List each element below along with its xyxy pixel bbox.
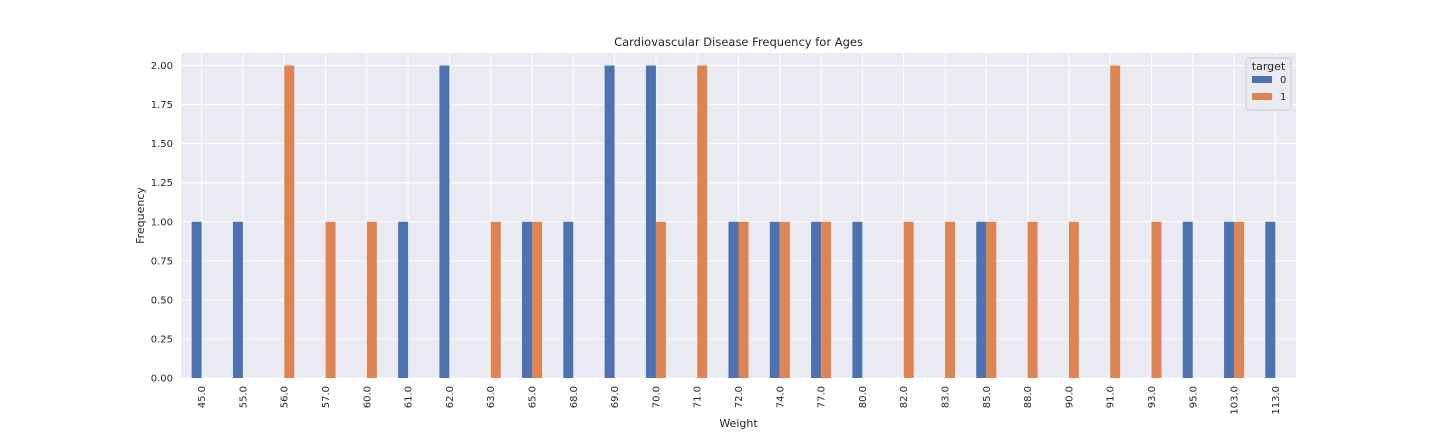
x-tick-label: 77.0	[817, 386, 828, 408]
bar-series-0	[1224, 221, 1235, 378]
bar-series-1	[697, 65, 708, 378]
x-axis-ticks: 45.0 55.0 56.0 57.0 60.0 61.0 62.0 63.0 65.0 68.0…	[197, 386, 1282, 415]
x-tick-label: 69.0	[610, 386, 621, 408]
bar-series-1	[532, 221, 543, 378]
bar-series-1	[284, 65, 295, 378]
x-tick-label: 82.0	[899, 386, 910, 408]
x-tick-label: 95.0	[1188, 386, 1199, 408]
bar-series-0	[1265, 221, 1276, 378]
bar-series-1	[325, 221, 336, 378]
x-tick-label: 57.0	[321, 386, 332, 408]
y-tick-label: 0.75	[151, 256, 173, 267]
bar-series-0	[728, 221, 739, 378]
bar-series-1	[903, 221, 914, 378]
x-tick-label: 62.0	[445, 386, 456, 408]
x-tick-label: 71.0	[693, 386, 704, 408]
bar-series-1	[738, 221, 749, 378]
bar-series-1	[986, 221, 997, 378]
bars	[191, 65, 1276, 378]
legend-items: 01	[1252, 75, 1286, 103]
y-tick-label: 0.50	[151, 295, 173, 306]
x-tick-label: 90.0	[1064, 386, 1075, 408]
bar-series-0	[563, 221, 574, 378]
x-tick-label: 63.0	[486, 386, 497, 408]
bar-series-0	[439, 65, 450, 378]
chart-title: Cardiovascular Disease Frequency for Age…	[614, 35, 863, 49]
x-tick-label: 83.0	[940, 386, 951, 408]
legend-title: target	[1252, 60, 1286, 73]
bar-series-0	[811, 221, 822, 378]
bar-series-0	[522, 221, 533, 378]
x-tick-label: 74.0	[775, 386, 786, 408]
x-tick-label: 56.0	[280, 386, 291, 408]
bar-series-0	[769, 221, 780, 378]
x-tick-label: 61.0	[404, 386, 415, 408]
legend-label-1: 1	[1280, 92, 1286, 103]
bar-series-1	[1234, 221, 1245, 378]
y-tick-label: 1.25	[151, 178, 173, 189]
x-tick-label: 72.0	[734, 386, 745, 408]
bar-series-1	[821, 221, 832, 378]
x-tick-label: 55.0	[238, 386, 249, 408]
bar-series-0	[604, 65, 615, 378]
bar-series-0	[232, 221, 243, 378]
y-tick-label: 1.75	[151, 100, 173, 111]
x-tick-label: 60.0	[362, 386, 373, 408]
x-axis-label: Weight	[719, 417, 758, 430]
x-tick-label: 45.0	[197, 386, 208, 408]
bar-series-1	[1068, 221, 1079, 378]
bar-series-0	[1182, 221, 1193, 378]
legend: target 01	[1245, 57, 1292, 111]
y-tick-label: 1.50	[151, 139, 173, 150]
x-tick-label: 65.0	[528, 386, 539, 408]
x-tick-label: 85.0	[982, 386, 993, 408]
bar-series-1	[655, 221, 666, 378]
y-tick-label: 0.00	[151, 374, 173, 385]
legend-swatch-0	[1252, 76, 1272, 83]
x-tick-label: 113.0	[1271, 386, 1282, 415]
y-tick-label: 1.00	[151, 217, 173, 228]
y-axis-label: Frequency	[134, 187, 147, 244]
bar-series-0	[852, 221, 863, 378]
x-tick-label: 93.0	[1147, 386, 1158, 408]
bar-series-1	[779, 221, 790, 378]
x-tick-label: 80.0	[858, 386, 869, 408]
bar-series-1	[490, 221, 501, 378]
y-tick-label: 2.00	[151, 61, 173, 72]
bar-series-0	[398, 221, 409, 378]
x-tick-label: 70.0	[651, 386, 662, 408]
bar-series-1	[366, 221, 377, 378]
bar-series-1	[944, 221, 955, 378]
x-tick-label: 103.0	[1230, 386, 1241, 415]
y-tick-label: 0.25	[151, 334, 173, 345]
x-tick-label: 68.0	[569, 386, 580, 408]
x-tick-label: 88.0	[1023, 386, 1034, 408]
bar-series-1	[1027, 221, 1038, 378]
legend-swatch-1	[1252, 93, 1272, 100]
bar-series-0	[191, 221, 202, 378]
y-axis-ticks: 0.00 0.25 0.50 0.75 1.00 1.25 1.50 1.75 2.00	[151, 61, 173, 385]
legend-label-0: 0	[1280, 75, 1286, 86]
x-tick-label: 91.0	[1106, 386, 1117, 408]
bar-series-1	[1110, 65, 1121, 378]
bar-series-0	[976, 221, 987, 378]
bar-series-0	[645, 65, 656, 378]
bar-series-1	[1151, 221, 1162, 378]
